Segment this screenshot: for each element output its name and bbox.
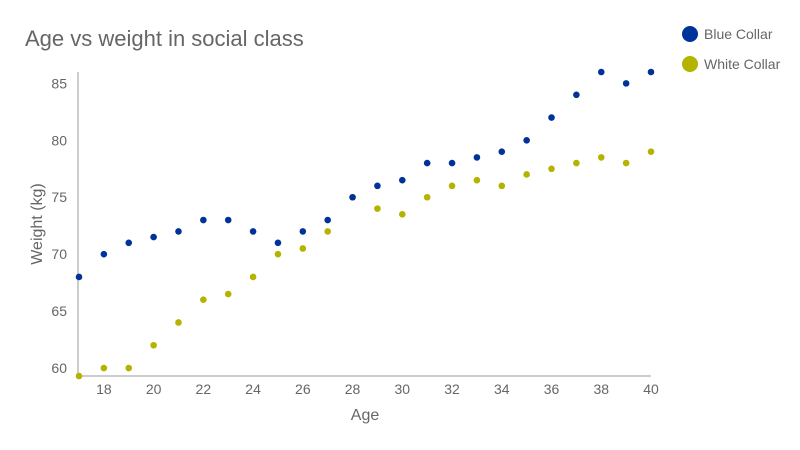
x-tick-label: 32 [444,381,460,397]
data-point-blue-collar [249,228,257,235]
data-point-white-collar [647,148,655,156]
data-point-white-collar [100,364,108,372]
data-point-blue-collar [622,80,630,87]
data-point-blue-collar [423,159,431,167]
x-tick-label: 26 [295,381,311,397]
data-point-blue-collar [349,193,356,201]
x-tick-label: 18 [96,381,112,397]
x-tick-label: 40 [643,381,659,397]
data-point-white-collar [324,228,331,235]
data-point-white-collar [125,364,133,372]
data-point-blue-collar [200,216,207,224]
data-point-white-collar [299,245,307,252]
y-axis-title: Weight (kg) [29,183,46,265]
data-point-blue-collar [597,68,605,76]
data-point-white-collar [175,319,182,326]
data-point-blue-collar [399,176,406,184]
data-point-white-collar [274,250,282,258]
x-tick-label: 28 [345,381,361,397]
legend: Blue Collar White Collar [682,24,780,84]
data-point-blue-collar [224,216,232,224]
legend-item-white-collar[interactable]: White Collar [682,54,780,74]
chart-title: Age vs weight in social class [25,26,304,51]
data-point-white-collar [523,171,530,178]
legend-label-white-collar: White Collar [704,56,781,72]
data-point-white-collar [399,211,406,218]
data-point-blue-collar [100,250,108,258]
data-point-white-collar [622,159,630,167]
data-point-white-collar [597,154,605,161]
data-point-blue-collar [125,239,133,247]
data-point-white-collar [423,193,431,201]
data-point-white-collar [200,296,207,304]
data-point-white-collar [448,182,456,190]
data-point-blue-collar [448,159,456,167]
y-tick-label: 60 [51,360,67,376]
data-point-white-collar [75,372,83,380]
x-tick-label: 30 [395,381,411,397]
x-tick-label: 20 [146,381,162,397]
data-point-blue-collar [548,114,555,121]
x-tick-label: 24 [245,381,261,397]
data-point-blue-collar [175,228,182,235]
data-point-white-collar [548,165,555,173]
data-point-white-collar [473,176,481,184]
data-point-white-collar [498,182,506,190]
y-tick-label: 80 [51,132,67,148]
legend-marker-white-collar [682,56,698,72]
data-point-blue-collar [299,228,307,235]
data-point-white-collar [573,159,580,167]
data-point-blue-collar [324,216,331,224]
x-tick-label: 34 [494,381,510,397]
data-point-blue-collar [374,182,381,190]
x-axis-title: Age [351,407,380,424]
x-tick-label: 22 [196,381,212,397]
data-point-blue-collar [274,239,282,247]
y-tick-label: 65 [51,303,67,319]
x-tick-label: 38 [593,381,609,397]
data-point-blue-collar [523,137,530,144]
data-point-white-collar [224,290,232,298]
legend-marker-blue-collar [682,26,698,42]
legend-item-blue-collar[interactable]: Blue Collar [682,24,780,44]
data-point-blue-collar [573,91,580,99]
y-tick-label: 85 [51,75,67,91]
data-point-white-collar [150,341,157,349]
y-tick-label: 70 [51,246,67,262]
y-tick-label: 75 [51,189,67,205]
data-point-white-collar [374,205,381,212]
data-point-blue-collar [75,273,83,281]
data-point-blue-collar [150,233,157,241]
data-point-white-collar [249,273,257,281]
x-tick-label: 36 [544,381,560,397]
data-point-blue-collar [498,148,506,156]
data-point-blue-collar [647,68,655,76]
data-point-blue-collar [473,154,481,161]
legend-label-blue-collar: Blue Collar [704,26,773,42]
